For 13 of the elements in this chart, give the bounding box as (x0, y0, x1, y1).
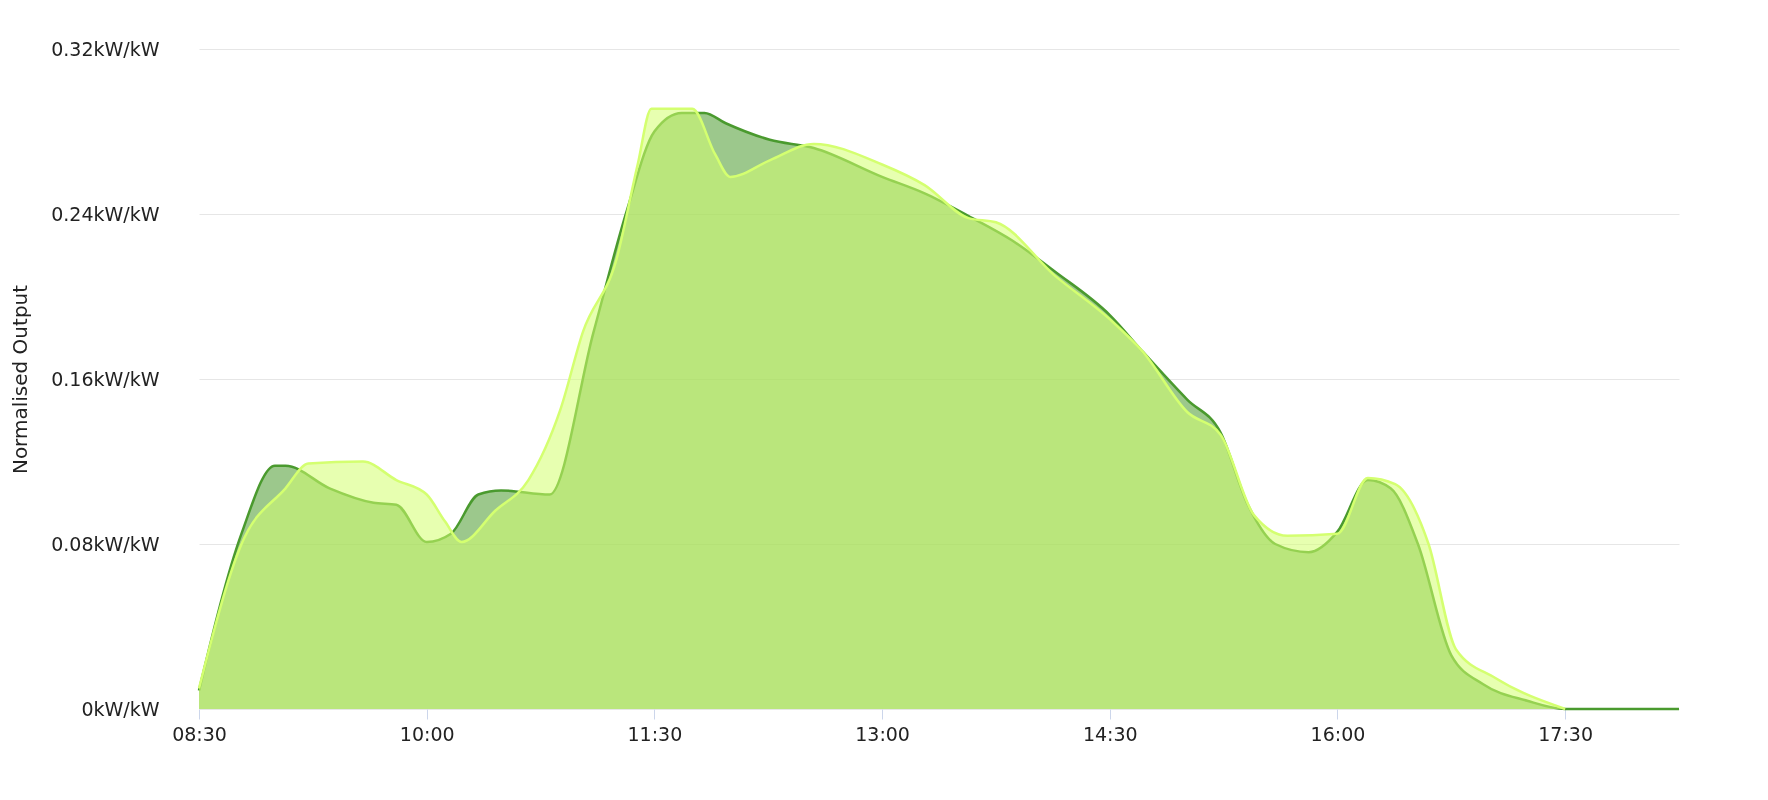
y-tick-label: 0.08kW/kW (51, 532, 160, 555)
x-tick-label: 10:00 (399, 722, 455, 745)
x-tick-label: 11:30 (627, 722, 683, 745)
y-tick-label: 0kW/kW (81, 697, 160, 720)
y-tick-label: 0.24kW/kW (51, 202, 160, 225)
y-axis-title: Normalised Output (8, 284, 33, 475)
y-tick-label: 0.16kW/kW (51, 367, 160, 390)
x-tick-label: 17:30 (1538, 722, 1594, 745)
x-tick-label: 08:30 (172, 722, 227, 745)
x-tick-label: 14:30 (1082, 722, 1138, 745)
y-tick-label: 0.32kW/kW (51, 37, 160, 60)
x-tick-label: 16:00 (1310, 722, 1366, 745)
x-tick-label: 13:00 (855, 722, 910, 745)
